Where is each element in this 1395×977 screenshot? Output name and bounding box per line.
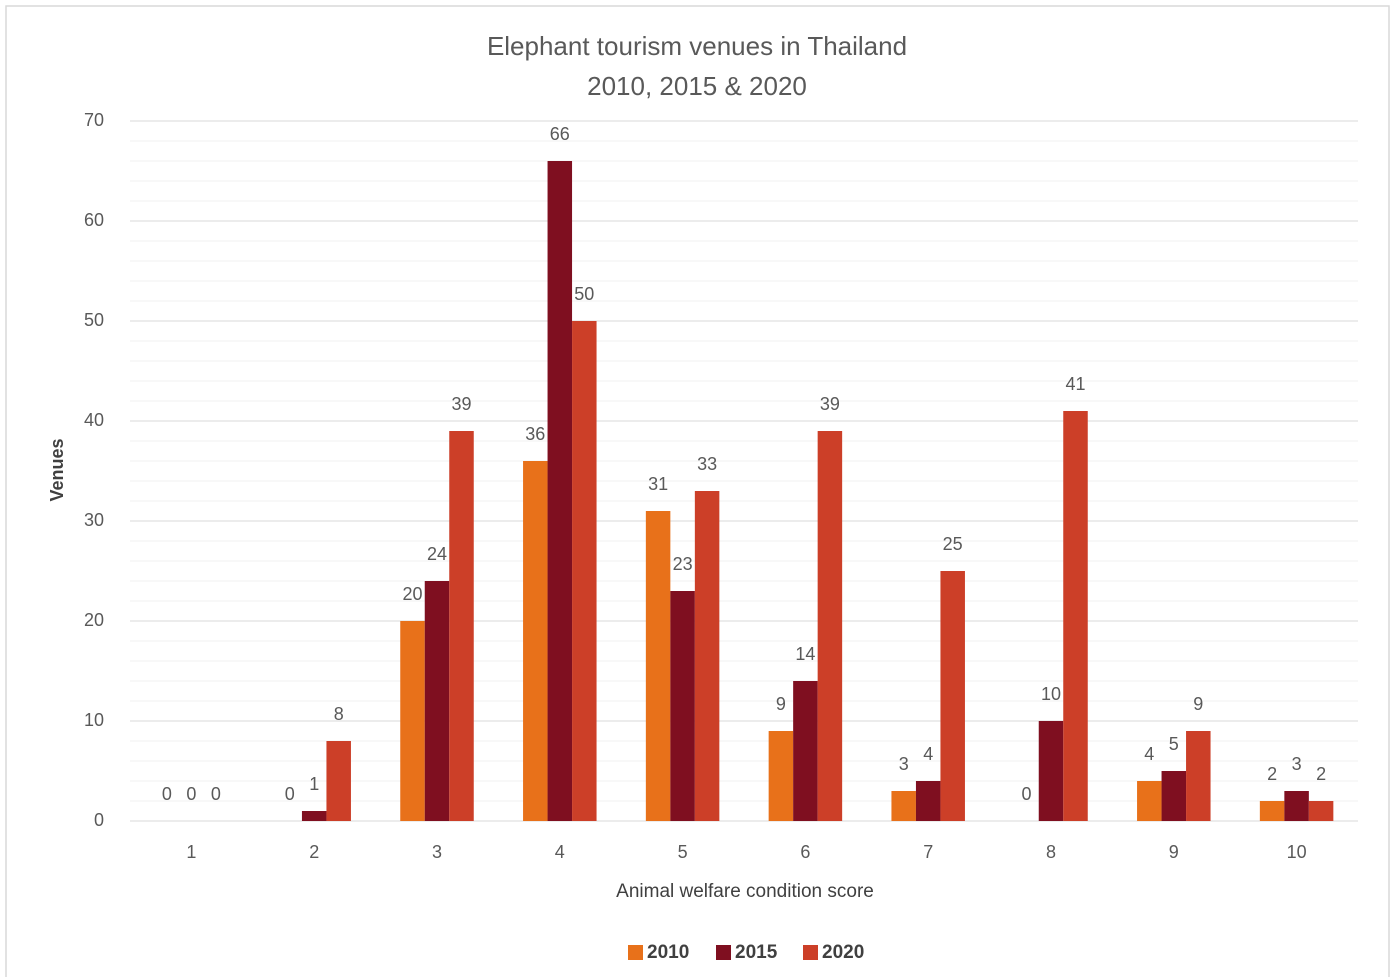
bar xyxy=(940,571,965,821)
legend-label: 2015 xyxy=(735,942,778,963)
bar xyxy=(1137,781,1162,821)
data-label: 66 xyxy=(550,124,570,144)
bar xyxy=(326,741,351,821)
data-label: 0 xyxy=(285,784,295,804)
data-label: 4 xyxy=(1144,744,1154,764)
legend-label: 2010 xyxy=(647,942,689,963)
x-tick-label: 7 xyxy=(923,842,933,862)
data-label: 1 xyxy=(309,774,319,794)
data-label: 14 xyxy=(795,644,815,664)
data-label: 9 xyxy=(776,694,786,714)
data-label: 0 xyxy=(1021,784,1031,804)
y-tick-label: 0 xyxy=(94,810,104,830)
legend-label: 2020 xyxy=(822,942,864,963)
y-tick-label: 70 xyxy=(84,110,104,130)
data-label: 0 xyxy=(162,784,172,804)
data-label: 39 xyxy=(820,394,840,414)
bar xyxy=(523,461,548,821)
data-label: 39 xyxy=(451,394,471,414)
x-tick-label: 8 xyxy=(1046,842,1056,862)
chart-subtitle: 2010, 2015 & 2020 xyxy=(587,71,807,101)
bar xyxy=(449,431,474,821)
data-label: 10 xyxy=(1041,684,1061,704)
data-label: 20 xyxy=(402,584,422,604)
bar xyxy=(1308,801,1334,821)
bar xyxy=(817,431,843,821)
bar xyxy=(768,731,794,821)
chart-title: Elephant tourism venues in Thailand xyxy=(487,31,907,61)
bar xyxy=(1161,771,1187,821)
x-axis-title: Animal welfare condition score xyxy=(616,881,874,902)
x-tick-label: 10 xyxy=(1287,842,1307,862)
data-label: 2 xyxy=(1316,764,1326,784)
legend-swatch xyxy=(803,945,818,960)
bar xyxy=(793,681,818,821)
x-tick-label: 3 xyxy=(432,842,442,862)
x-tick-label: 6 xyxy=(800,842,810,862)
bar xyxy=(670,591,695,821)
bar xyxy=(891,791,916,821)
data-label: 36 xyxy=(525,424,545,444)
data-label: 0 xyxy=(186,784,196,804)
data-label: 4 xyxy=(923,744,933,764)
x-tick-label: 4 xyxy=(555,842,565,862)
data-label: 41 xyxy=(1065,374,1085,394)
y-tick-label: 60 xyxy=(84,210,104,230)
bar xyxy=(645,511,671,821)
data-label: 9 xyxy=(1193,694,1203,714)
chart-border xyxy=(5,5,1390,977)
bar xyxy=(424,581,450,821)
bar xyxy=(301,811,327,821)
data-label: 23 xyxy=(673,554,693,574)
bar xyxy=(1284,791,1309,821)
bar xyxy=(1063,411,1088,821)
data-label: 3 xyxy=(1292,754,1302,774)
y-axis-title: Venues xyxy=(47,438,67,501)
bar xyxy=(547,161,573,821)
data-label: 33 xyxy=(697,454,717,474)
y-tick-label: 20 xyxy=(84,610,104,630)
legend-swatch xyxy=(716,945,731,960)
data-label: 5 xyxy=(1169,734,1179,754)
data-label: 3 xyxy=(899,754,909,774)
bar xyxy=(1038,721,1064,821)
bar xyxy=(915,781,941,821)
data-label: 0 xyxy=(211,784,221,804)
x-tick-label: 9 xyxy=(1169,842,1179,862)
bar xyxy=(1259,801,1285,821)
data-label: 24 xyxy=(427,544,447,564)
y-tick-label: 30 xyxy=(84,510,104,530)
y-tick-label: 40 xyxy=(84,410,104,430)
data-label: 31 xyxy=(648,474,668,494)
bar xyxy=(572,321,597,821)
legend-swatch xyxy=(628,945,643,960)
data-label: 8 xyxy=(334,704,344,724)
bar xyxy=(1186,731,1211,821)
y-tick-label: 10 xyxy=(84,710,104,730)
x-tick-label: 2 xyxy=(309,842,319,862)
x-tick-label: 5 xyxy=(678,842,688,862)
x-tick-label: 1 xyxy=(186,842,196,862)
data-label: 25 xyxy=(943,534,963,554)
y-tick-label: 50 xyxy=(84,310,104,330)
bar xyxy=(694,491,720,821)
data-label: 2 xyxy=(1267,764,1277,784)
bar xyxy=(400,621,425,821)
data-label: 50 xyxy=(574,284,594,304)
